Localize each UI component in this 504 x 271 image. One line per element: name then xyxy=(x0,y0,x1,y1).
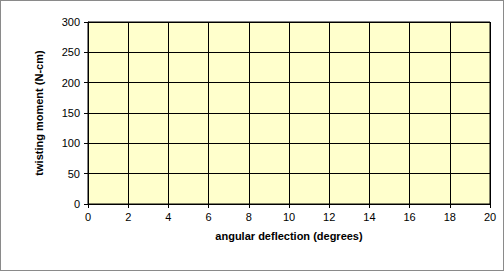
svg-text:angular deflection (degrees): angular deflection (degrees) xyxy=(215,230,363,242)
svg-text:300: 300 xyxy=(62,16,80,28)
svg-text:200: 200 xyxy=(62,77,80,89)
svg-text:8: 8 xyxy=(246,211,252,223)
svg-text:4: 4 xyxy=(165,211,171,223)
svg-text:14: 14 xyxy=(363,211,375,223)
svg-text:50: 50 xyxy=(68,168,80,180)
svg-text:250: 250 xyxy=(62,46,80,58)
svg-text:0: 0 xyxy=(85,211,91,223)
svg-text:10: 10 xyxy=(283,211,295,223)
svg-text:100: 100 xyxy=(62,137,80,149)
svg-text:12: 12 xyxy=(323,211,335,223)
svg-text:2: 2 xyxy=(125,211,131,223)
svg-text:16: 16 xyxy=(403,211,415,223)
svg-text:twisting moment (N-cm): twisting moment (N-cm) xyxy=(33,50,45,176)
svg-text:20: 20 xyxy=(484,211,496,223)
svg-text:150: 150 xyxy=(62,107,80,119)
svg-text:6: 6 xyxy=(206,211,212,223)
svg-text:18: 18 xyxy=(444,211,456,223)
svg-text:0: 0 xyxy=(74,198,80,210)
